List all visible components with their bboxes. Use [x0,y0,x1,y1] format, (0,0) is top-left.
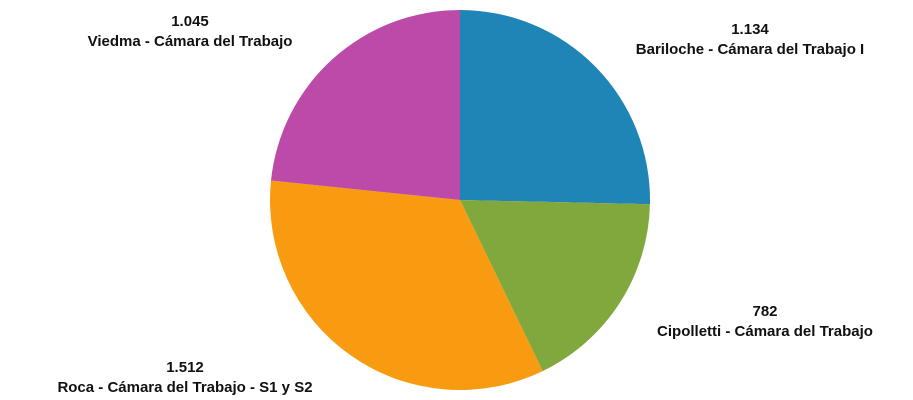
slice-value-label: 1.045 [171,13,209,30]
slice-value-label: 1.134 [731,21,769,38]
pie-slice [270,180,543,390]
slice-category-label: Viedma - Cámara del Trabajo [88,33,293,50]
pie-slice [271,10,460,200]
slice-category-label: Bariloche - Cámara del Trabajo I [636,41,864,58]
pie-slice [460,10,650,205]
slice-value-label: 1.512 [166,359,204,376]
pie-slice [460,200,650,372]
slice-category-label: Roca - Cámara del Trabajo - S1 y S2 [57,379,312,396]
slice-category-label: Cipolletti - Cámara del Trabajo [657,323,873,340]
slice-value-label: 782 [752,303,777,320]
